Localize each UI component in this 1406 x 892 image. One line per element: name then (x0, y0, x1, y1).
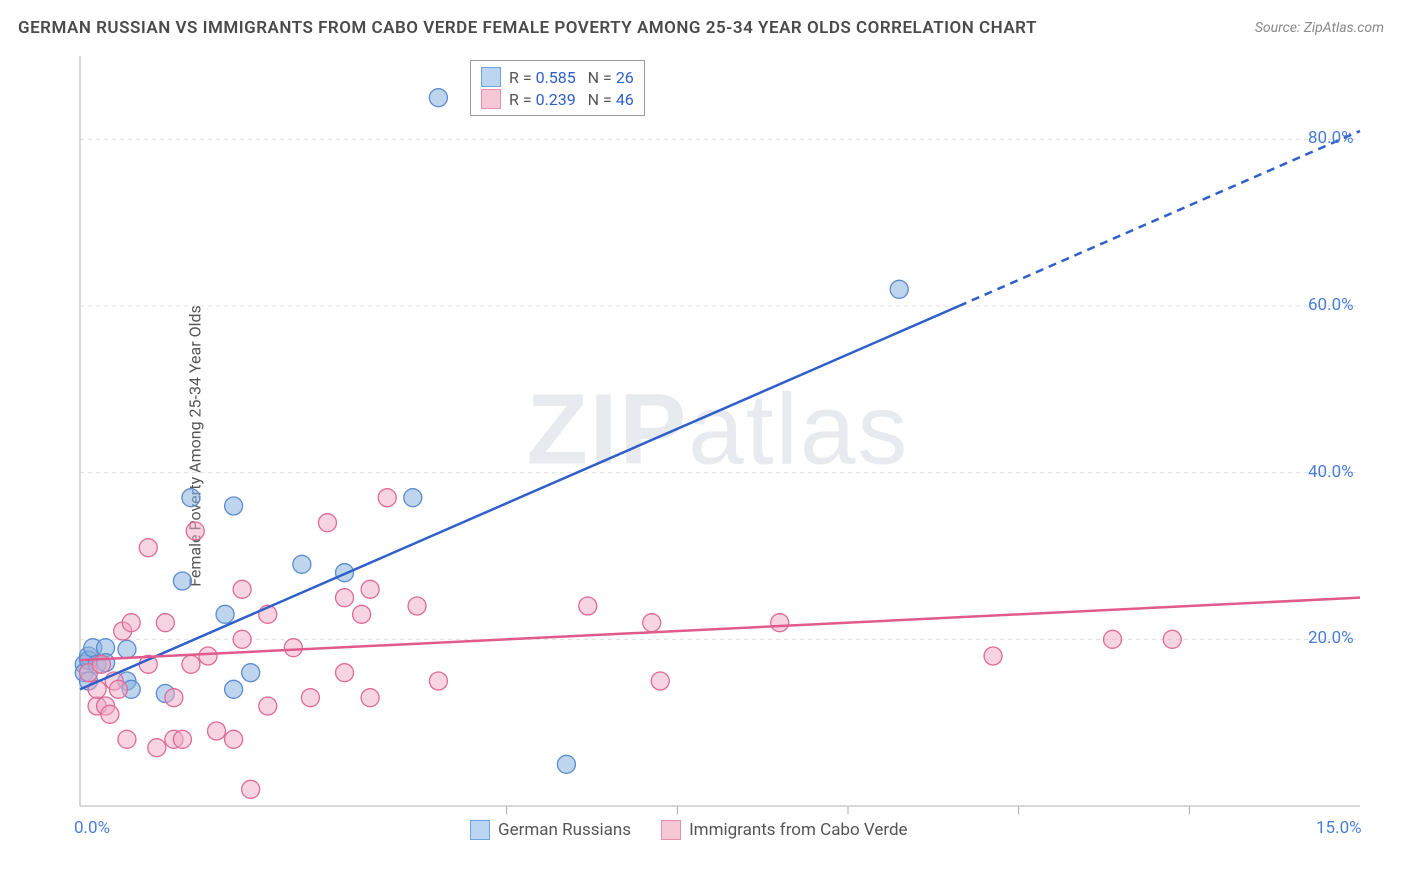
legend-series-label: German Russians (498, 820, 631, 840)
scatter-plot (50, 56, 1386, 836)
legend-correlation-text: R = 0.585 N = 26 (509, 68, 634, 87)
legend-swatch-icon (470, 820, 490, 840)
legend-swatch-icon (481, 89, 501, 109)
legend-series-label: Immigrants from Cabo Verde (689, 820, 908, 840)
legend-series-item: Immigrants from Cabo Verde (661, 820, 908, 840)
legend-series: German Russians Immigrants from Cabo Verd… (470, 820, 908, 840)
x-tick-label: 15.0% (1316, 818, 1362, 838)
y-tick-label: 20.0% (1308, 628, 1354, 648)
legend-correlation: R = 0.585 N = 26 R = 0.239 N = 46 (470, 60, 645, 116)
legend-correlation-row: R = 0.585 N = 26 (481, 67, 634, 87)
page-title: GERMAN RUSSIAN VS IMMIGRANTS FROM CABO V… (18, 18, 1037, 38)
x-tick-label: 0.0% (74, 818, 110, 838)
y-tick-label: 40.0% (1308, 462, 1354, 482)
legend-correlation-row: R = 0.239 N = 46 (481, 89, 634, 109)
legend-correlation-text: R = 0.239 N = 46 (509, 90, 634, 109)
legend-swatch-icon (481, 67, 501, 87)
chart-area: Female Poverty Among 25-34 Year Olds ZIP… (50, 56, 1386, 836)
legend-swatch-icon (661, 820, 681, 840)
source-credit: Source: ZipAtlas.com (1255, 20, 1384, 36)
legend-series-item: German Russians (470, 820, 631, 840)
y-tick-label: 60.0% (1308, 295, 1354, 315)
y-tick-label: 80.0% (1308, 128, 1354, 148)
